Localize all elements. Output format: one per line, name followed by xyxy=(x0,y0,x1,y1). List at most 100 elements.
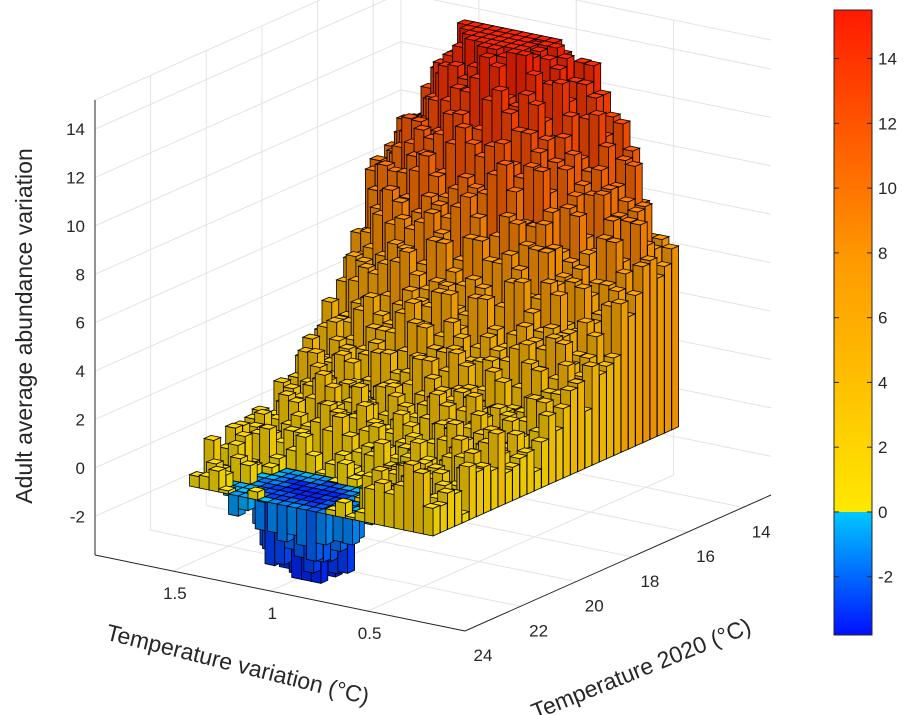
bar-face xyxy=(449,83,469,90)
bar-face xyxy=(519,128,540,135)
bar-face xyxy=(629,219,649,226)
bar-face xyxy=(619,216,639,223)
y-tick-label: 22 xyxy=(529,621,548,640)
bar-face xyxy=(249,462,258,485)
bar-face xyxy=(582,60,602,67)
x-axis-label: Temperature variation (°C) xyxy=(104,619,372,710)
bar-face xyxy=(517,339,538,346)
x-tick-label: 1 xyxy=(268,604,277,623)
bar-face xyxy=(488,61,508,68)
x-tick-label: 0.5 xyxy=(358,624,382,643)
bar-face xyxy=(541,207,562,214)
bar-face xyxy=(510,264,530,271)
bar-face xyxy=(237,495,249,512)
y-tick-label: 16 xyxy=(696,547,715,566)
bar-face xyxy=(515,321,535,328)
grid-line xyxy=(94,0,387,130)
bar-face xyxy=(229,453,249,460)
grid-line xyxy=(367,474,674,612)
bar-face xyxy=(432,504,441,537)
bar-face xyxy=(308,361,329,368)
bar-face xyxy=(234,430,254,437)
bar-face xyxy=(653,261,673,268)
bar-face xyxy=(519,454,528,499)
bar-face xyxy=(479,332,499,339)
bar-face xyxy=(568,211,588,218)
bar-face xyxy=(374,481,385,527)
colorbar-tick-label: 14 xyxy=(878,50,897,69)
bar-face xyxy=(427,276,448,283)
bar-face xyxy=(570,387,578,476)
bar-face xyxy=(555,427,564,482)
bar-face xyxy=(381,184,401,191)
bar-face xyxy=(486,324,506,331)
bar-face xyxy=(527,244,547,251)
colorbar: -2 0 2 4 6 8 10 12 14 xyxy=(833,9,897,636)
y-tick-label: 18 xyxy=(640,572,659,591)
bar-face xyxy=(599,371,607,463)
bar-face xyxy=(331,412,351,419)
bar-face xyxy=(587,109,608,116)
bar-face xyxy=(412,124,433,131)
bar-face xyxy=(626,206,647,213)
bar-face xyxy=(393,483,405,531)
bar-face xyxy=(391,197,411,204)
bar-face xyxy=(562,404,571,479)
bar-face xyxy=(246,421,266,428)
bar-face xyxy=(452,332,472,339)
bar-face xyxy=(323,382,344,389)
bar-face xyxy=(429,200,450,207)
grid-line xyxy=(573,0,772,41)
colorbar-tick-label: 12 xyxy=(878,114,897,133)
bar-face xyxy=(376,160,396,167)
bar-face xyxy=(541,438,549,489)
colorbar-gradient xyxy=(833,9,873,636)
bar-face xyxy=(464,274,484,281)
bar-face xyxy=(563,149,583,156)
bar-face xyxy=(337,462,348,486)
bar-face xyxy=(474,283,494,290)
bar-face xyxy=(292,427,312,434)
grid-line xyxy=(94,89,402,227)
bar-face xyxy=(660,243,680,250)
bar-face xyxy=(526,449,535,495)
bar-face xyxy=(315,511,327,546)
bar-face xyxy=(239,460,259,467)
bar-face xyxy=(633,201,654,208)
bar-face xyxy=(386,238,406,245)
bar-face xyxy=(537,247,557,254)
z-tick-label: 0 xyxy=(76,459,85,478)
bar-face xyxy=(406,318,426,325)
grid-line xyxy=(432,0,772,70)
bar-face xyxy=(340,431,361,438)
z-axis-label: Adult average abundance variation xyxy=(11,148,37,503)
bar-face xyxy=(427,171,447,178)
bar-face xyxy=(546,42,566,49)
z-tick-label: 12 xyxy=(66,168,85,187)
bar-face xyxy=(542,323,562,330)
bar-face xyxy=(517,89,537,96)
bar-face xyxy=(320,296,341,303)
y-tick-label: 20 xyxy=(585,597,604,616)
bar-face xyxy=(500,249,521,256)
bar-face xyxy=(563,277,584,284)
bar-face xyxy=(639,255,659,262)
bar-face xyxy=(285,448,297,471)
bar-face xyxy=(333,349,353,356)
bar-face xyxy=(504,469,513,505)
bar-face xyxy=(529,46,549,53)
bar-face xyxy=(305,509,317,562)
bar-face xyxy=(522,307,543,314)
bar-face xyxy=(420,355,441,362)
bar-face xyxy=(403,462,414,533)
bar-face xyxy=(471,235,491,242)
bar-face xyxy=(350,382,370,389)
bar-face xyxy=(301,333,321,340)
bar-face xyxy=(355,400,375,407)
bar-face xyxy=(432,228,452,235)
colorbar-tick-label: 8 xyxy=(878,244,887,263)
bar-face xyxy=(393,213,413,220)
bar-face xyxy=(595,233,615,240)
bar-face xyxy=(208,468,220,493)
z-tick-label: 6 xyxy=(76,314,85,333)
